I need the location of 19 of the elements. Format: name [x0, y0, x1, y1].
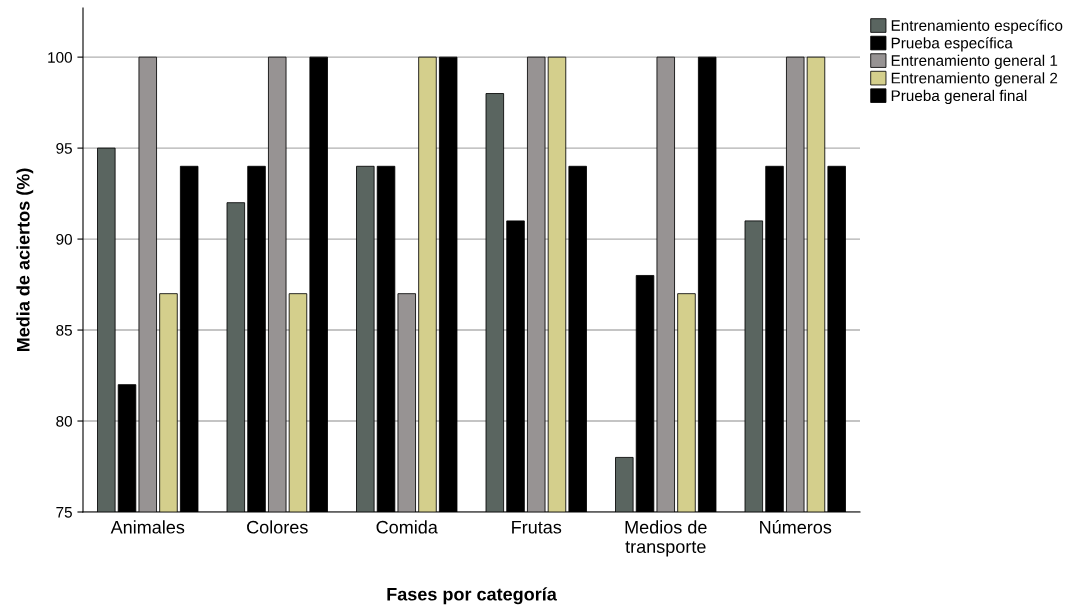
y-tick-label: 75 [56, 507, 72, 518]
x-axis-title: Fases por categoría [387, 587, 557, 605]
legend-label: Entrenamiento general 2 [891, 72, 1058, 87]
x-tick-label: Colores [247, 520, 308, 534]
x-tick-label: Frutas [512, 521, 562, 534]
x-tick-label: Comida [376, 520, 438, 534]
x-tick-label: Números [760, 520, 832, 534]
legend-label: Prueba general final [891, 89, 1027, 105]
legend-label: Entrenamiento específico [891, 19, 1063, 34]
legend-label: Prueba específica [891, 37, 1013, 52]
y-tick-label: 90 [56, 233, 72, 245]
y-tick-label: 100 [48, 51, 72, 63]
x-tick-label: Animales [110, 520, 185, 534]
legend-label: Entrenamiento general 1 [891, 54, 1058, 69]
y-tick-label: 85 [56, 324, 72, 336]
y-axis-title: Media de aciertos (%) [16, 168, 34, 352]
y-tick-label: 95 [56, 142, 72, 154]
y-tick-label: 80 [56, 415, 72, 427]
x-tick-label: Medios de transporte [625, 520, 707, 557]
